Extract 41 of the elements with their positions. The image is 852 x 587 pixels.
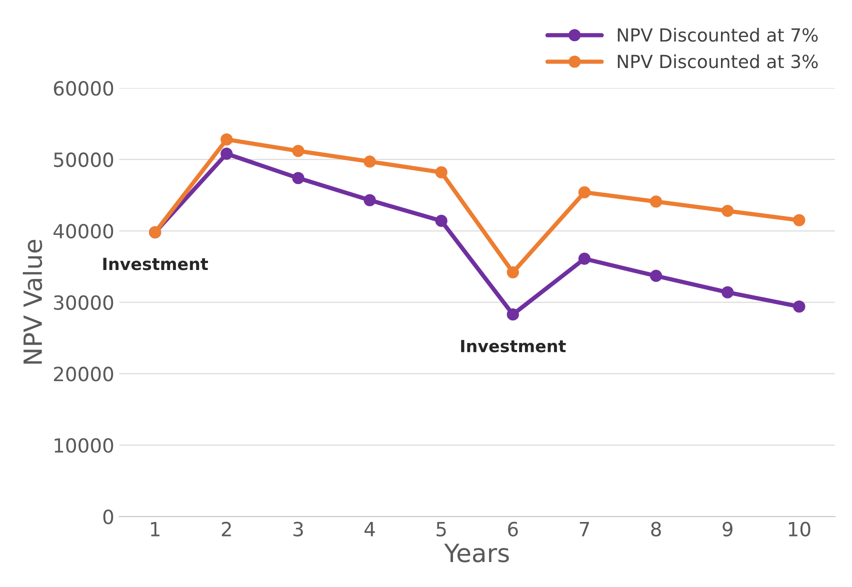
x-tick-label: 5 bbox=[436, 522, 446, 536]
legend-label: NPV Discounted at 3% bbox=[618, 54, 818, 68]
point bbox=[364, 194, 376, 206]
x-tick-label: 8 bbox=[651, 522, 661, 536]
point bbox=[292, 144, 304, 157]
point bbox=[220, 148, 233, 160]
y-tick-label: 50000 bbox=[54, 152, 114, 168]
x-tick-label: 1 bbox=[151, 522, 160, 536]
x-tick-label: 9 bbox=[722, 522, 732, 536]
point bbox=[578, 186, 591, 198]
y-tick-label: 30000 bbox=[54, 295, 114, 310]
legend-label: NPV Discounted at 7% bbox=[618, 28, 818, 42]
y-tick-label: 0 bbox=[103, 510, 114, 524]
y-tick-label: 60000 bbox=[54, 81, 114, 96]
y-tick-label: 20000 bbox=[54, 366, 114, 382]
point bbox=[578, 252, 591, 265]
point bbox=[220, 133, 233, 146]
annotation: Investment bbox=[461, 340, 566, 352]
x-tick-label: 10 bbox=[788, 522, 810, 536]
annotation: Investment bbox=[103, 258, 208, 270]
point bbox=[793, 300, 806, 313]
point bbox=[435, 166, 448, 178]
point bbox=[506, 266, 519, 278]
x-tick-label: 3 bbox=[293, 522, 303, 536]
x-tick-label: 7 bbox=[580, 522, 589, 536]
x-tick-label: 2 bbox=[222, 522, 231, 536]
y-tick-label: 40000 bbox=[54, 224, 114, 239]
point bbox=[722, 286, 734, 298]
x-tick-label: 4 bbox=[364, 522, 375, 536]
x-axis-title: Years bbox=[444, 544, 509, 562]
point bbox=[793, 214, 806, 226]
y-axis-title: NPV Value bbox=[22, 240, 42, 364]
y-tick-label: 10000 bbox=[54, 438, 114, 453]
point bbox=[722, 204, 734, 217]
point bbox=[435, 214, 448, 227]
point bbox=[364, 156, 376, 168]
point bbox=[292, 172, 304, 184]
x-tick-label: 6 bbox=[508, 522, 518, 536]
point bbox=[506, 308, 519, 321]
point bbox=[650, 196, 662, 208]
point bbox=[650, 270, 662, 282]
